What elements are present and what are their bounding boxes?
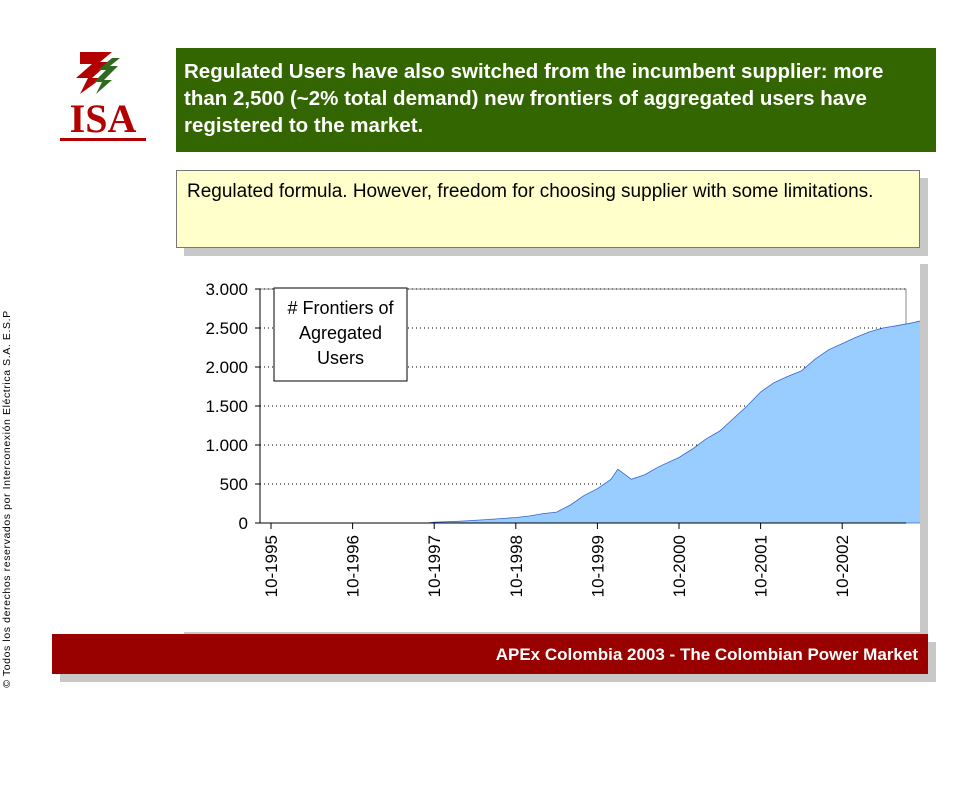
legend-box: # Frontiers of Agregated Users: [273, 287, 408, 382]
x-tick-label: 10-1997: [425, 535, 444, 597]
legend-line-3: Users: [317, 348, 364, 368]
y-tick-label: 2.500: [205, 319, 248, 338]
frontiers-area: [271, 320, 920, 524]
x-tick-label: 10-2002: [833, 535, 852, 597]
legend-line-2: Agregated: [299, 323, 382, 343]
chart-panel: 0 500 1.000 1.500 2.000 2.500 3.000 10-1995 10-…: [176, 256, 920, 632]
y-tick-label: 0: [239, 514, 248, 533]
y-tick-label: 1.500: [205, 397, 248, 416]
y-tick-label: 1.000: [205, 436, 248, 455]
isa-logo: ISA: [58, 48, 148, 148]
note-box: Regulated formula. However, freedom for …: [176, 170, 920, 248]
x-tick-label: 10-2001: [752, 535, 771, 597]
x-tick-label: 10-1996: [344, 535, 363, 597]
copyright-notice: © Todos los derechos reservados por Inte…: [1, 310, 13, 688]
x-tick-label: 10-1998: [507, 535, 526, 597]
x-tick-label: 10-1995: [262, 535, 281, 597]
y-tick-label: 500: [220, 475, 248, 494]
header-text: Regulated Users have also switched from …: [184, 60, 884, 137]
footer-text: APEx Colombia 2003 - The Colombian Power…: [495, 645, 918, 664]
y-tick-label: 3.000: [205, 280, 248, 299]
note-text: Regulated formula. However, freedom for …: [187, 181, 874, 202]
x-tick-label: 10-2000: [670, 535, 689, 597]
x-tick-label: 10-1999: [588, 535, 607, 597]
area-chart: 0 500 1.000 1.500 2.000 2.500 3.000 10-1995 10-…: [205, 280, 920, 597]
header-banner: Regulated Users have also switched from …: [176, 48, 936, 152]
svg-text:ISA: ISA: [70, 96, 137, 141]
y-tick-label: 2.000: [205, 358, 248, 377]
legend-line-1: # Frontiers of: [287, 298, 394, 318]
footer-banner: APEx Colombia 2003 - The Colombian Power…: [52, 634, 928, 674]
